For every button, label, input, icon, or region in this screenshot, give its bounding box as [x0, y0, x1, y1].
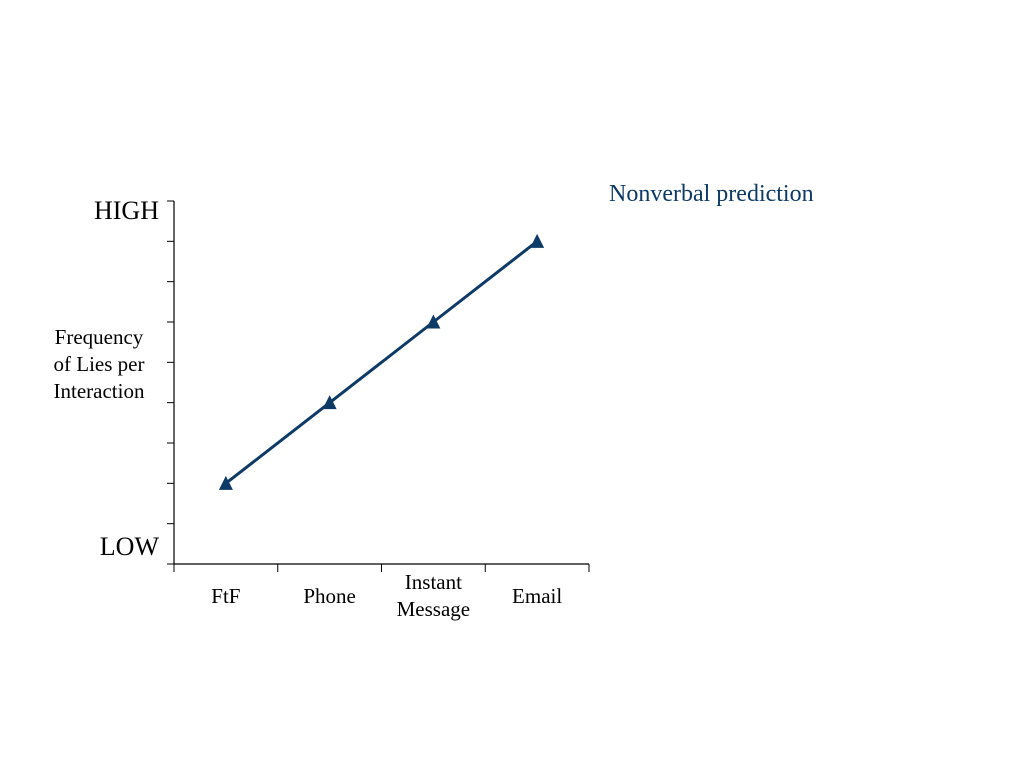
x-tick-label: Instant Message — [381, 569, 485, 623]
legend-label: Nonverbal prediction — [609, 181, 814, 207]
series-line — [224, 240, 539, 485]
y-axis-title-line: Interaction — [53, 379, 145, 403]
x-tick-label-line: FtF — [211, 584, 241, 608]
y-axis-title-line: of Lies per — [53, 352, 145, 376]
y-axis-high-label: HIGH — [94, 196, 159, 225]
x-tick-label-line: Email — [512, 584, 563, 608]
y-axis-title: Frequency of Lies per Interaction — [34, 324, 164, 405]
axes — [167, 200, 590, 572]
data-point-marker — [218, 475, 233, 490]
data-point-marker — [530, 233, 545, 248]
x-tick-label-line: Phone — [303, 584, 356, 608]
x-tick-label: Email — [485, 583, 589, 610]
data-point-marker — [426, 314, 441, 329]
x-tick-label-line: Message — [396, 597, 471, 621]
x-tick-label-line: Instant — [404, 570, 462, 594]
series-layer — [218, 233, 545, 490]
y-axis-title-line: Frequency — [54, 325, 144, 349]
x-tick-label: Phone — [278, 583, 382, 610]
y-axis-low-label: LOW — [99, 532, 159, 561]
x-tick-label: FtF — [174, 583, 278, 610]
data-point-marker — [322, 395, 337, 410]
